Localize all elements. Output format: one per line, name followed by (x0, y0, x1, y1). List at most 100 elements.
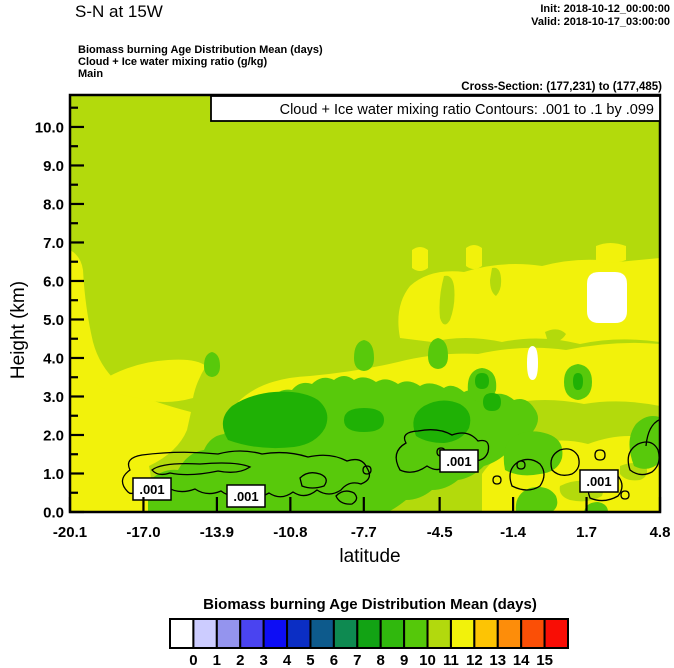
colorbar-swatch-12 (449, 618, 476, 649)
contour-label-box-1 (226, 484, 266, 508)
white-blob-right (587, 272, 627, 323)
yellow-top-nubs (412, 243, 626, 271)
dark-green-blob-5 (475, 373, 489, 389)
colorbar-swatch-14 (496, 618, 523, 649)
contour-label-text-0: .001 (139, 482, 164, 497)
colorbar-label-7: 7 (353, 652, 361, 668)
init-timestamp: Init: 2018-10-12_00:00:00 (540, 3, 670, 15)
dark-green-blob-3 (413, 400, 471, 443)
colorbar-label-12: 12 (466, 652, 483, 668)
y-tick-label-2: 2.0 (43, 427, 64, 444)
x-tick-label-7: 1.7 (576, 524, 597, 541)
cross-section-coords: Cross-Section: (177,231) to (177,485) (461, 81, 662, 93)
x-tick-label-1: -17.0 (126, 524, 160, 541)
colorbar-label-0: 0 (189, 652, 197, 668)
subtitle-field-1: Biomass burning Age Distribution Mean (d… (78, 44, 323, 56)
contour-info-box (210, 95, 661, 122)
y-tick-label-4: 4.0 (43, 350, 64, 367)
y-tick-label-8: 8.0 (43, 196, 64, 213)
colorbar-swatch-15 (520, 618, 546, 649)
colorbar-swatch-16 (543, 618, 570, 649)
colorbar-swatch-11 (426, 618, 452, 649)
yellow-left-wedge (96, 359, 206, 402)
contour-line-1 (151, 462, 252, 476)
subtitle-field-2: Cloud + Ice water mixing ratio (g/kg) (78, 56, 268, 68)
contour-value-labels: .001 .001 .001 .001 (132, 449, 619, 508)
dark-green-blob-1 (222, 391, 328, 449)
contour-line-2 (299, 472, 327, 489)
colorbar-label-4: 4 (283, 652, 292, 668)
y-tick-label-1: 1.0 (43, 466, 64, 483)
colorbar-label-13: 13 (489, 652, 506, 668)
colorbar-label-1: 1 (213, 652, 221, 668)
dark-green-blob-2 (344, 408, 384, 432)
contour-line-3 (335, 490, 358, 505)
colorbar-swatch-10 (403, 618, 429, 649)
colorbar-swatch-8 (356, 618, 382, 649)
y-tick-label-10: 10.0 (35, 119, 64, 136)
yellow-left-column (70, 250, 191, 512)
green-bottom-small (515, 487, 608, 512)
dark-green-ring-center (573, 373, 583, 390)
x-tick-label-4: -7.7 (351, 524, 377, 541)
axis-tick-labels: -20.1 -17.0 -13.9 -10.8 -7.7 -4.5 -1.4 1.7 4.8 0.… (35, 119, 671, 541)
x-tick-label-5: -4.5 (427, 524, 453, 541)
contour-line-11 (620, 490, 630, 500)
colorbar-swatch-9 (379, 618, 406, 649)
colorbar-label-6: 6 (330, 652, 338, 668)
colorbar-label-10: 10 (419, 652, 436, 668)
colorbar-swatch-3 (239, 618, 265, 649)
contour-label-box-3 (579, 469, 619, 493)
y-tick-label-5: 5.0 (43, 312, 64, 329)
x-tick-label-2: -13.9 (200, 524, 234, 541)
dark-green-blob-4 (483, 393, 501, 411)
colorbar-label-15: 15 (536, 652, 553, 668)
colorbar-swatch-6 (309, 618, 335, 649)
colorbar-swatch-0 (169, 618, 195, 649)
y-tick-label-0: 0.0 (43, 505, 64, 522)
colorbar-label-11: 11 (443, 652, 459, 668)
contour-line-10 (594, 449, 606, 461)
colorbar-swatch-2 (215, 618, 242, 649)
y-tick-label-3: 3.0 (43, 389, 64, 406)
colorbar-label-9: 9 (400, 652, 408, 668)
y-axis-title: Height (km) (8, 281, 29, 379)
contour-label-text-2: .001 (446, 454, 471, 469)
colorbar-title: Biomass burning Age Distribution Mean (d… (203, 596, 537, 613)
y-tick-label-9: 9.0 (43, 158, 64, 175)
green-right-patch (503, 431, 563, 476)
white-sliver (527, 346, 538, 380)
contour-line-7 (550, 448, 580, 476)
contour-label-box-2 (439, 449, 479, 473)
subtitle-field-3: Main (78, 68, 103, 80)
valid-timestamp: Valid: 2018-10-17_03:00:00 (531, 16, 670, 28)
x-tick-label-0: -20.1 (53, 524, 87, 541)
contour-info-text: Cloud + Ice water mixing ratio Contours:… (280, 102, 654, 118)
colorbar-swatch-1 (192, 618, 218, 649)
axis-ticks (68, 106, 662, 514)
x-tick-label-3: -10.8 (273, 524, 307, 541)
colorbar-label-5: 5 (306, 652, 314, 668)
colorbar-label-2: 2 (236, 652, 244, 668)
contour-label-box-0 (132, 477, 172, 501)
colorbar-labels: 0 1 2 3 4 5 6 7 8 9 10 11 12 13 14 15 (189, 652, 553, 668)
contour-label-text-1: .001 (233, 489, 258, 504)
contour-line-13 (492, 475, 502, 485)
contour-lines (121, 418, 660, 505)
contour-line-9 (627, 441, 660, 476)
y-tick-label-6: 6.0 (43, 273, 64, 290)
contour-line-12 (362, 465, 372, 475)
colorbar-swatch-7 (332, 618, 359, 649)
colorbar-swatch-4 (262, 618, 289, 649)
x-tick-label-8: 4.8 (650, 524, 671, 541)
colorbar-label-3: 3 (259, 652, 267, 668)
contour-line-0 (121, 450, 371, 498)
colorbar-label-8: 8 (377, 652, 385, 668)
contour-line-4 (395, 429, 490, 473)
plot-border (68, 93, 662, 514)
x-axis-title: latitude (339, 546, 400, 567)
contour-label-text-3: .001 (586, 474, 611, 489)
colorbar-swatch-5 (286, 618, 312, 649)
